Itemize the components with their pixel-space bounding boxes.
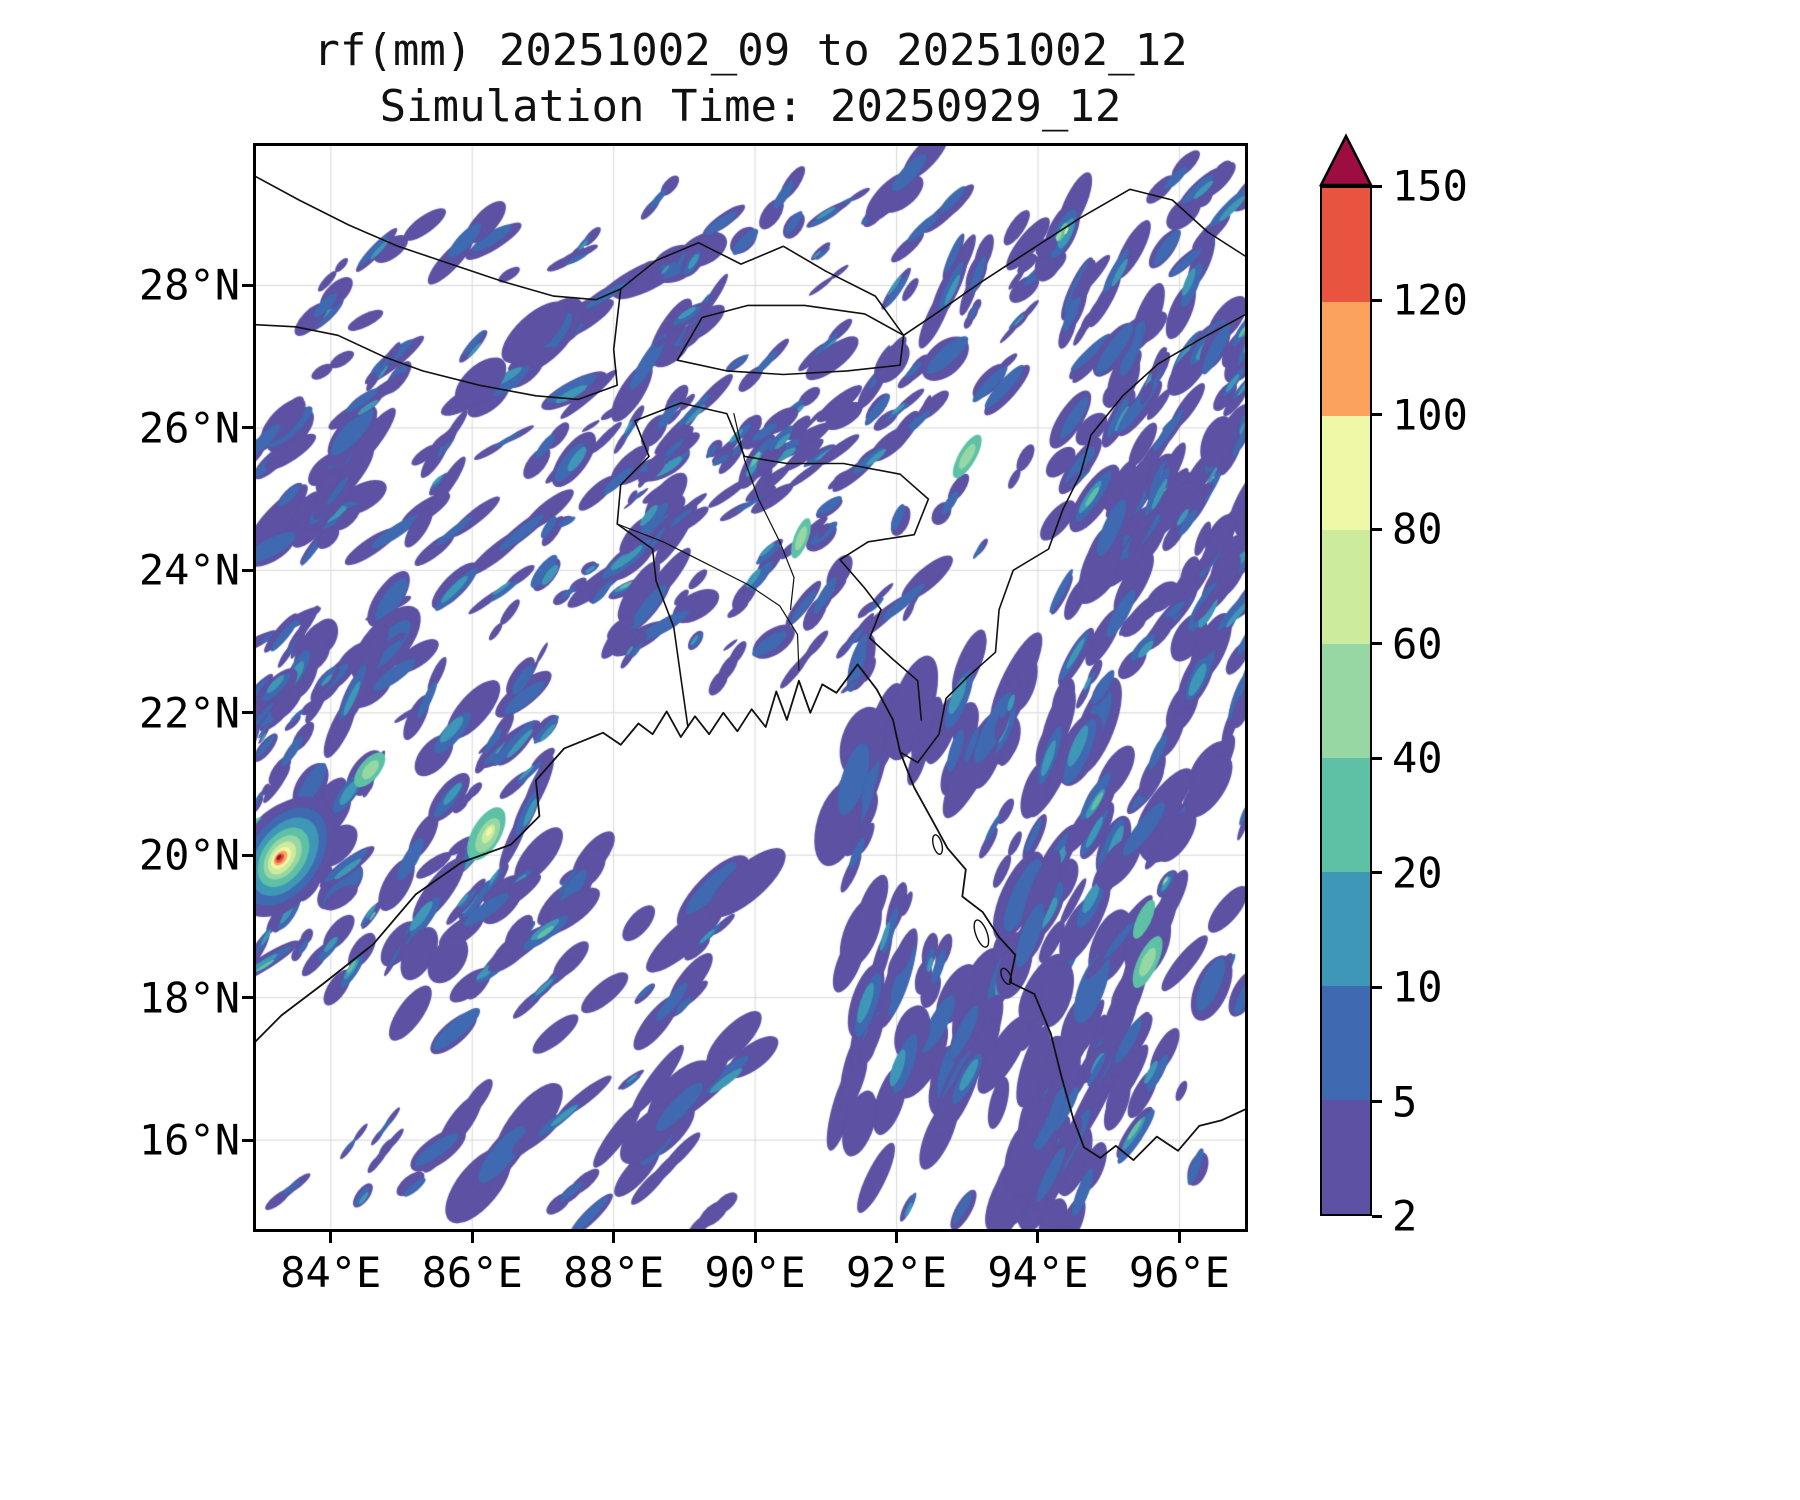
coastline — [253, 663, 1248, 1161]
y-tick-label: 18°N — [138, 973, 240, 1023]
colorbar-band — [1322, 872, 1370, 986]
x-tick-mark — [1036, 1232, 1040, 1243]
y-tick-mark — [242, 996, 253, 1000]
y-tick-label: 26°N — [138, 403, 240, 453]
x-tick-label: 88°E — [563, 1248, 665, 1297]
y-tick-mark — [242, 711, 253, 715]
x-tick-mark — [1177, 1232, 1181, 1243]
x-tick-mark — [895, 1232, 899, 1243]
colorbar-tick-mark — [1372, 985, 1382, 989]
colorbar-over-arrow — [1318, 133, 1374, 187]
x-tick-label: 84°E — [280, 1248, 382, 1297]
colorbar-tick-mark — [1372, 1100, 1382, 1104]
colorbar-tick-mark — [1372, 1214, 1382, 1218]
chart-subtitle-simulation-time: Simulation Time: 20250929_12 — [379, 81, 1122, 132]
colorbar-band — [1322, 188, 1370, 302]
colorbar-tick-label: 2 — [1392, 1191, 1418, 1241]
y-tick-label: 16°N — [138, 1115, 240, 1165]
country-border — [899, 313, 1248, 764]
country-border — [253, 174, 622, 301]
colorbar-tick-mark — [1372, 642, 1382, 646]
colorbar-tick-mark — [1372, 756, 1382, 760]
colorbar-tick-mark — [1372, 184, 1382, 188]
x-tick-mark — [470, 1232, 474, 1243]
rainfall-field-canvas — [253, 143, 1248, 1232]
colorbar-band — [1322, 530, 1370, 644]
island-outline — [973, 919, 990, 948]
x-tick-label: 90°E — [704, 1248, 806, 1297]
colorbar-band — [1322, 986, 1370, 1100]
colorbar-band — [1322, 644, 1370, 758]
colorbar-tick-label: 100 — [1392, 390, 1468, 440]
colorbar-over-arrow-shape — [1318, 133, 1374, 187]
y-tick-mark — [242, 426, 253, 430]
colorbar-tick-label: 10 — [1392, 962, 1443, 1012]
country-border — [612, 288, 622, 386]
chart-title: rf(mm) 20251002_09 to 20251002_12 — [313, 25, 1188, 76]
country-border — [616, 402, 930, 728]
river-line — [616, 523, 800, 671]
y-tick-mark — [242, 568, 253, 572]
x-tick-label: 86°E — [421, 1248, 523, 1297]
colorbar-tick-mark — [1372, 527, 1382, 531]
x-tick-label: 92°E — [845, 1248, 948, 1297]
country-border — [253, 323, 618, 401]
y-tick-label: 28°N — [138, 260, 240, 310]
y-tick-label: 22°N — [138, 688, 240, 738]
coastline-border-overlay — [253, 143, 1248, 1232]
colorbar-tick-label: 80 — [1392, 504, 1443, 554]
island-outline — [932, 834, 944, 855]
y-tick-mark — [242, 283, 253, 287]
x-tick-mark — [329, 1232, 333, 1243]
colorbar-band — [1322, 758, 1370, 872]
colorbar-tick-mark — [1372, 871, 1382, 875]
x-tick-label: 96°E — [1128, 1248, 1230, 1297]
colorbar-tick-mark — [1372, 298, 1382, 302]
country-border — [676, 304, 905, 376]
y-tick-label: 20°N — [138, 830, 240, 880]
colorbar — [1320, 186, 1372, 1216]
x-tick-mark — [612, 1232, 616, 1243]
river-line — [733, 413, 795, 611]
colorbar-tick-label: 150 — [1392, 161, 1468, 211]
x-tick-mark — [753, 1232, 757, 1243]
y-tick-mark — [242, 1138, 253, 1142]
colorbar-band — [1322, 302, 1370, 416]
colorbar-band — [1322, 416, 1370, 530]
colorbar-tick-mark — [1372, 413, 1382, 417]
colorbar-band — [1322, 1100, 1370, 1214]
country-border — [619, 188, 1248, 337]
map-plot-area — [253, 143, 1248, 1232]
colorbar-tick-label: 40 — [1392, 733, 1443, 783]
colorbar-tick-label: 20 — [1392, 848, 1443, 898]
colorbar-tick-label: 5 — [1392, 1077, 1418, 1127]
map-frame — [253, 143, 1248, 1232]
y-tick-mark — [242, 853, 253, 857]
island-outline — [1000, 967, 1013, 985]
y-tick-label: 24°N — [138, 545, 240, 595]
colorbar-tick-label: 60 — [1392, 619, 1443, 669]
x-tick-label: 94°E — [987, 1248, 1089, 1297]
colorbar-tick-label: 120 — [1392, 275, 1468, 325]
